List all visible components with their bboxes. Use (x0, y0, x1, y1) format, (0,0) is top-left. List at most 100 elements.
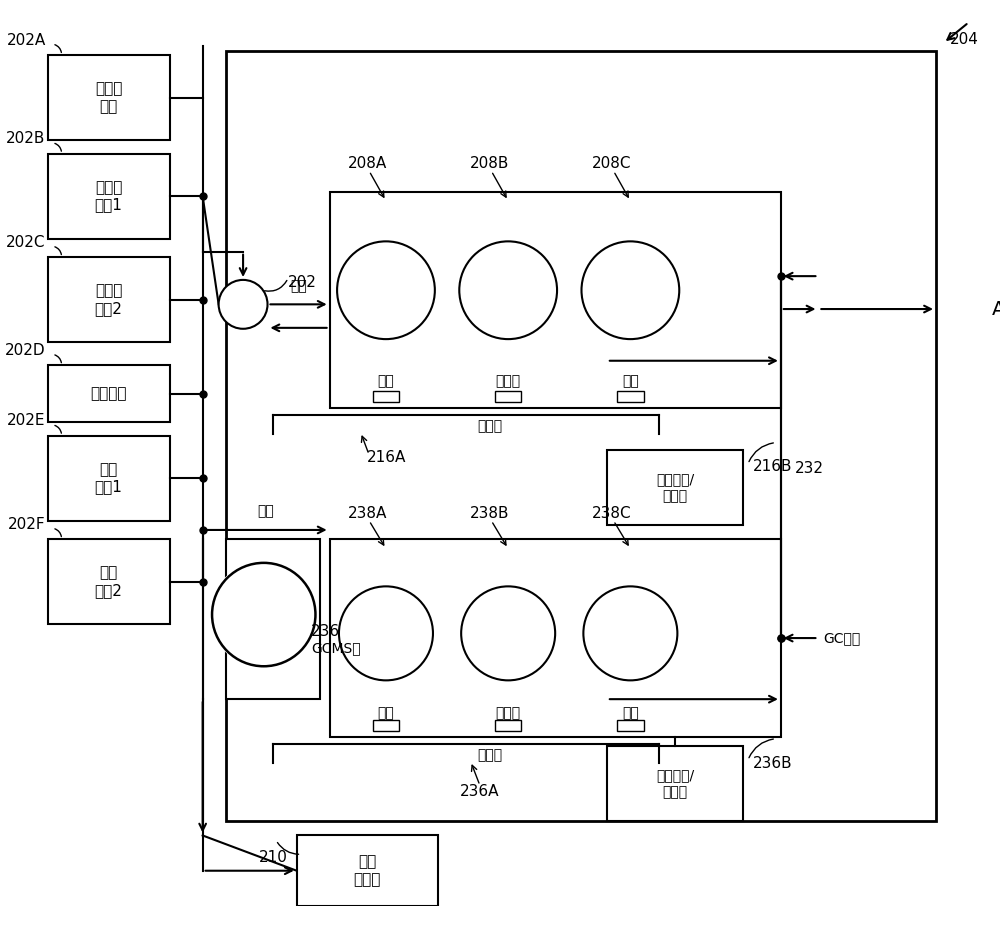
Text: 校准标
准物1: 校准标 准物1 (95, 180, 123, 212)
Ellipse shape (337, 242, 435, 339)
Ellipse shape (477, 610, 532, 657)
Ellipse shape (580, 240, 681, 341)
Text: 238B: 238B (470, 506, 509, 521)
Ellipse shape (459, 584, 557, 683)
Text: 弱柱: 弱柱 (378, 706, 394, 720)
Text: 202D: 202D (5, 343, 46, 358)
Ellipse shape (343, 251, 425, 329)
Circle shape (219, 280, 268, 329)
Ellipse shape (337, 584, 435, 683)
Ellipse shape (581, 242, 679, 339)
Text: 202C: 202C (6, 234, 46, 250)
Text: 解吸: 解吸 (290, 279, 307, 293)
Ellipse shape (607, 621, 642, 645)
Ellipse shape (599, 610, 654, 657)
Text: 208B: 208B (470, 156, 509, 171)
Text: 236: 236 (311, 624, 340, 639)
Ellipse shape (485, 621, 520, 645)
Text: 冷却风扇/
鼓风机: 冷却风扇/ 鼓风机 (656, 769, 694, 799)
Text: 第一
检测器: 第一 检测器 (353, 855, 381, 887)
Bar (607, 746, 743, 821)
Text: 202: 202 (288, 275, 317, 290)
Ellipse shape (355, 271, 406, 310)
Ellipse shape (469, 598, 543, 669)
Bar (297, 835, 438, 906)
Text: 202A: 202A (6, 33, 46, 47)
Text: 204: 204 (950, 32, 979, 46)
Bar (373, 391, 399, 402)
Text: 238C: 238C (592, 506, 631, 521)
Bar (226, 50, 936, 821)
Bar (495, 391, 521, 402)
Text: 强柱: 强柱 (622, 375, 639, 389)
Text: 冷却风扇/
鼓风机: 冷却风扇/ 鼓风机 (656, 472, 694, 503)
Bar (48, 436, 170, 521)
Text: A: A (992, 299, 1000, 319)
Ellipse shape (591, 598, 666, 669)
Bar (48, 539, 170, 624)
Bar (330, 192, 781, 407)
Text: 富集: 富集 (258, 505, 274, 519)
Ellipse shape (347, 598, 421, 669)
Text: 216A: 216A (367, 450, 407, 465)
Text: 填充气体: 填充气体 (90, 386, 127, 401)
Text: 202F: 202F (8, 517, 46, 532)
Text: 202E: 202E (7, 414, 46, 429)
Text: 208A: 208A (348, 156, 387, 171)
Text: 校准标
准物2: 校准标 准物2 (95, 284, 123, 316)
Ellipse shape (588, 251, 669, 329)
Ellipse shape (226, 580, 298, 649)
Text: 弱柱: 弱柱 (378, 375, 394, 389)
Bar (48, 154, 170, 238)
Ellipse shape (606, 281, 640, 300)
Text: 加燭器: 加燭器 (477, 749, 502, 763)
Ellipse shape (477, 271, 528, 310)
Text: 内部标
准物: 内部标 准物 (95, 81, 122, 113)
Bar (607, 450, 743, 525)
Text: 238A: 238A (347, 506, 387, 521)
Ellipse shape (600, 271, 650, 310)
Bar (330, 539, 781, 737)
Text: 208C: 208C (592, 156, 631, 171)
Ellipse shape (583, 586, 677, 681)
Text: 强柱: 强柱 (622, 706, 639, 720)
Ellipse shape (594, 261, 660, 320)
Text: 中等柱: 中等柱 (496, 706, 521, 720)
Ellipse shape (339, 586, 433, 681)
Ellipse shape (363, 621, 398, 645)
Ellipse shape (465, 251, 547, 329)
Text: GC载气: GC载气 (823, 631, 860, 645)
Text: 216B: 216B (753, 459, 792, 474)
Bar (617, 720, 644, 731)
Text: 实时
样品1: 实时 样品1 (95, 462, 123, 495)
Text: 236A: 236A (460, 784, 500, 799)
Bar (48, 365, 170, 422)
Bar (48, 258, 170, 342)
Ellipse shape (457, 240, 559, 341)
Ellipse shape (239, 597, 281, 631)
Ellipse shape (355, 610, 409, 657)
Ellipse shape (335, 240, 437, 341)
Bar (48, 55, 170, 140)
Ellipse shape (349, 261, 415, 320)
Ellipse shape (210, 561, 317, 668)
Text: GCMS柱: GCMS柱 (311, 641, 360, 655)
Ellipse shape (361, 281, 396, 300)
Ellipse shape (483, 281, 518, 300)
Ellipse shape (212, 563, 315, 666)
Ellipse shape (581, 584, 679, 683)
Text: 实时
样品2: 实时 样品2 (95, 565, 123, 598)
Bar (495, 720, 521, 731)
Text: 加燭器: 加燭器 (477, 419, 502, 433)
Text: 232: 232 (795, 461, 824, 476)
Text: 中等柱: 中等柱 (496, 375, 521, 389)
Ellipse shape (459, 242, 557, 339)
Text: 236B: 236B (753, 755, 792, 771)
Bar (617, 391, 644, 402)
Ellipse shape (461, 586, 555, 681)
Text: 210: 210 (258, 850, 287, 865)
Text: 202B: 202B (6, 131, 46, 146)
Bar (373, 720, 399, 731)
Bar (226, 539, 320, 699)
Ellipse shape (471, 261, 538, 320)
